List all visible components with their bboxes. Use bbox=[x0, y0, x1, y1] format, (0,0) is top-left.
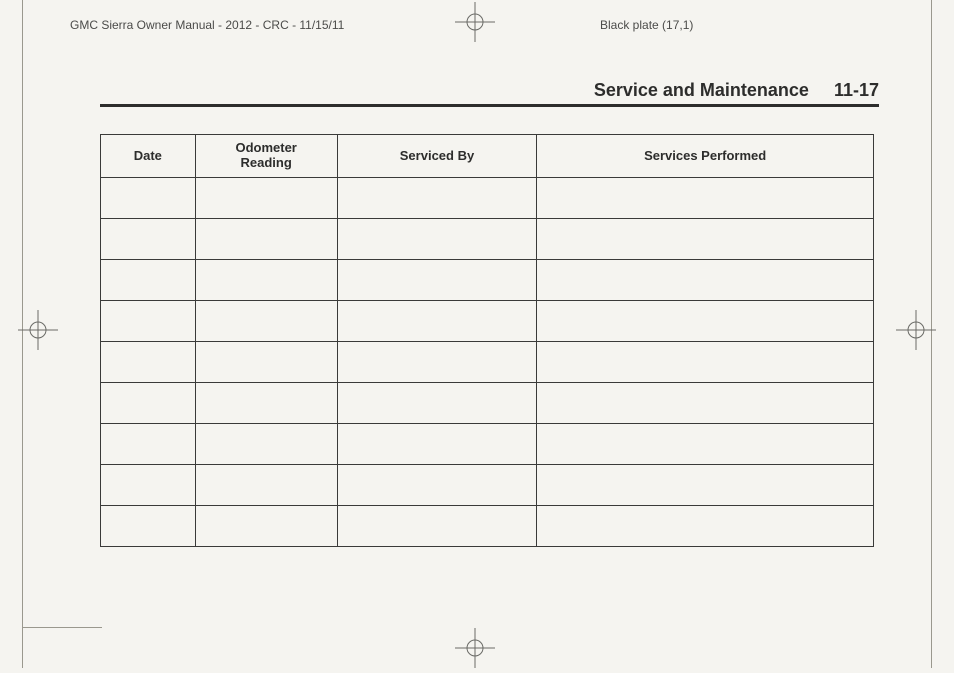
maintenance-log-body bbox=[101, 178, 874, 547]
table-cell bbox=[195, 424, 337, 465]
print-header-left: GMC Sierra Owner Manual - 2012 - CRC - 1… bbox=[70, 18, 344, 32]
table-cell bbox=[101, 260, 196, 301]
table-cell bbox=[337, 178, 537, 219]
table-cell bbox=[101, 506, 196, 547]
table-cell bbox=[337, 301, 537, 342]
table-cell bbox=[195, 219, 337, 260]
table-cell bbox=[537, 383, 874, 424]
table-cell bbox=[101, 219, 196, 260]
section-title: Service and Maintenance bbox=[594, 80, 809, 100]
col-serviced-by-header: Serviced By bbox=[337, 135, 537, 178]
section-heading: Service and Maintenance 11-17 bbox=[594, 80, 879, 101]
table-cell bbox=[195, 506, 337, 547]
table-row bbox=[101, 342, 874, 383]
table-cell bbox=[101, 342, 196, 383]
col-odometer-header: Odometer Reading bbox=[195, 135, 337, 178]
table-row bbox=[101, 383, 874, 424]
table-cell bbox=[537, 260, 874, 301]
table-cell bbox=[537, 424, 874, 465]
table-cell bbox=[337, 383, 537, 424]
table-row bbox=[101, 178, 874, 219]
table-cell bbox=[101, 178, 196, 219]
section-rule bbox=[100, 104, 879, 107]
table-cell bbox=[195, 465, 337, 506]
maintenance-log-table: Date Odometer Reading Serviced By Servic… bbox=[100, 134, 874, 547]
table-cell bbox=[195, 260, 337, 301]
print-header-right: Black plate (17,1) bbox=[600, 18, 693, 32]
col-services-performed-header: Services Performed bbox=[537, 135, 874, 178]
table-cell bbox=[537, 465, 874, 506]
table-row bbox=[101, 506, 874, 547]
table-row bbox=[101, 301, 874, 342]
table-cell bbox=[337, 424, 537, 465]
section-page-number: 11-17 bbox=[834, 80, 879, 100]
registration-mark-right-icon bbox=[896, 310, 936, 350]
table-cell bbox=[101, 465, 196, 506]
table-row bbox=[101, 219, 874, 260]
registration-mark-bottom-icon bbox=[455, 628, 495, 668]
registration-mark-top-icon bbox=[455, 2, 495, 42]
table-cell bbox=[537, 301, 874, 342]
table-cell bbox=[195, 383, 337, 424]
table-row bbox=[101, 260, 874, 301]
footer-corner-rule bbox=[22, 627, 102, 640]
table-cell bbox=[337, 219, 537, 260]
table-cell bbox=[195, 342, 337, 383]
table-header-row: Date Odometer Reading Serviced By Servic… bbox=[101, 135, 874, 178]
table-cell bbox=[537, 342, 874, 383]
table-row bbox=[101, 465, 874, 506]
table-cell bbox=[337, 506, 537, 547]
table-cell bbox=[537, 219, 874, 260]
table-cell bbox=[337, 342, 537, 383]
table-row bbox=[101, 424, 874, 465]
table-cell bbox=[101, 424, 196, 465]
table-cell bbox=[101, 301, 196, 342]
table-cell bbox=[101, 383, 196, 424]
registration-mark-left-icon bbox=[18, 310, 58, 350]
table-cell bbox=[195, 301, 337, 342]
table-cell bbox=[337, 260, 537, 301]
table-cell bbox=[537, 178, 874, 219]
table-cell bbox=[337, 465, 537, 506]
table-cell bbox=[195, 178, 337, 219]
col-date-header: Date bbox=[101, 135, 196, 178]
table-cell bbox=[537, 506, 874, 547]
